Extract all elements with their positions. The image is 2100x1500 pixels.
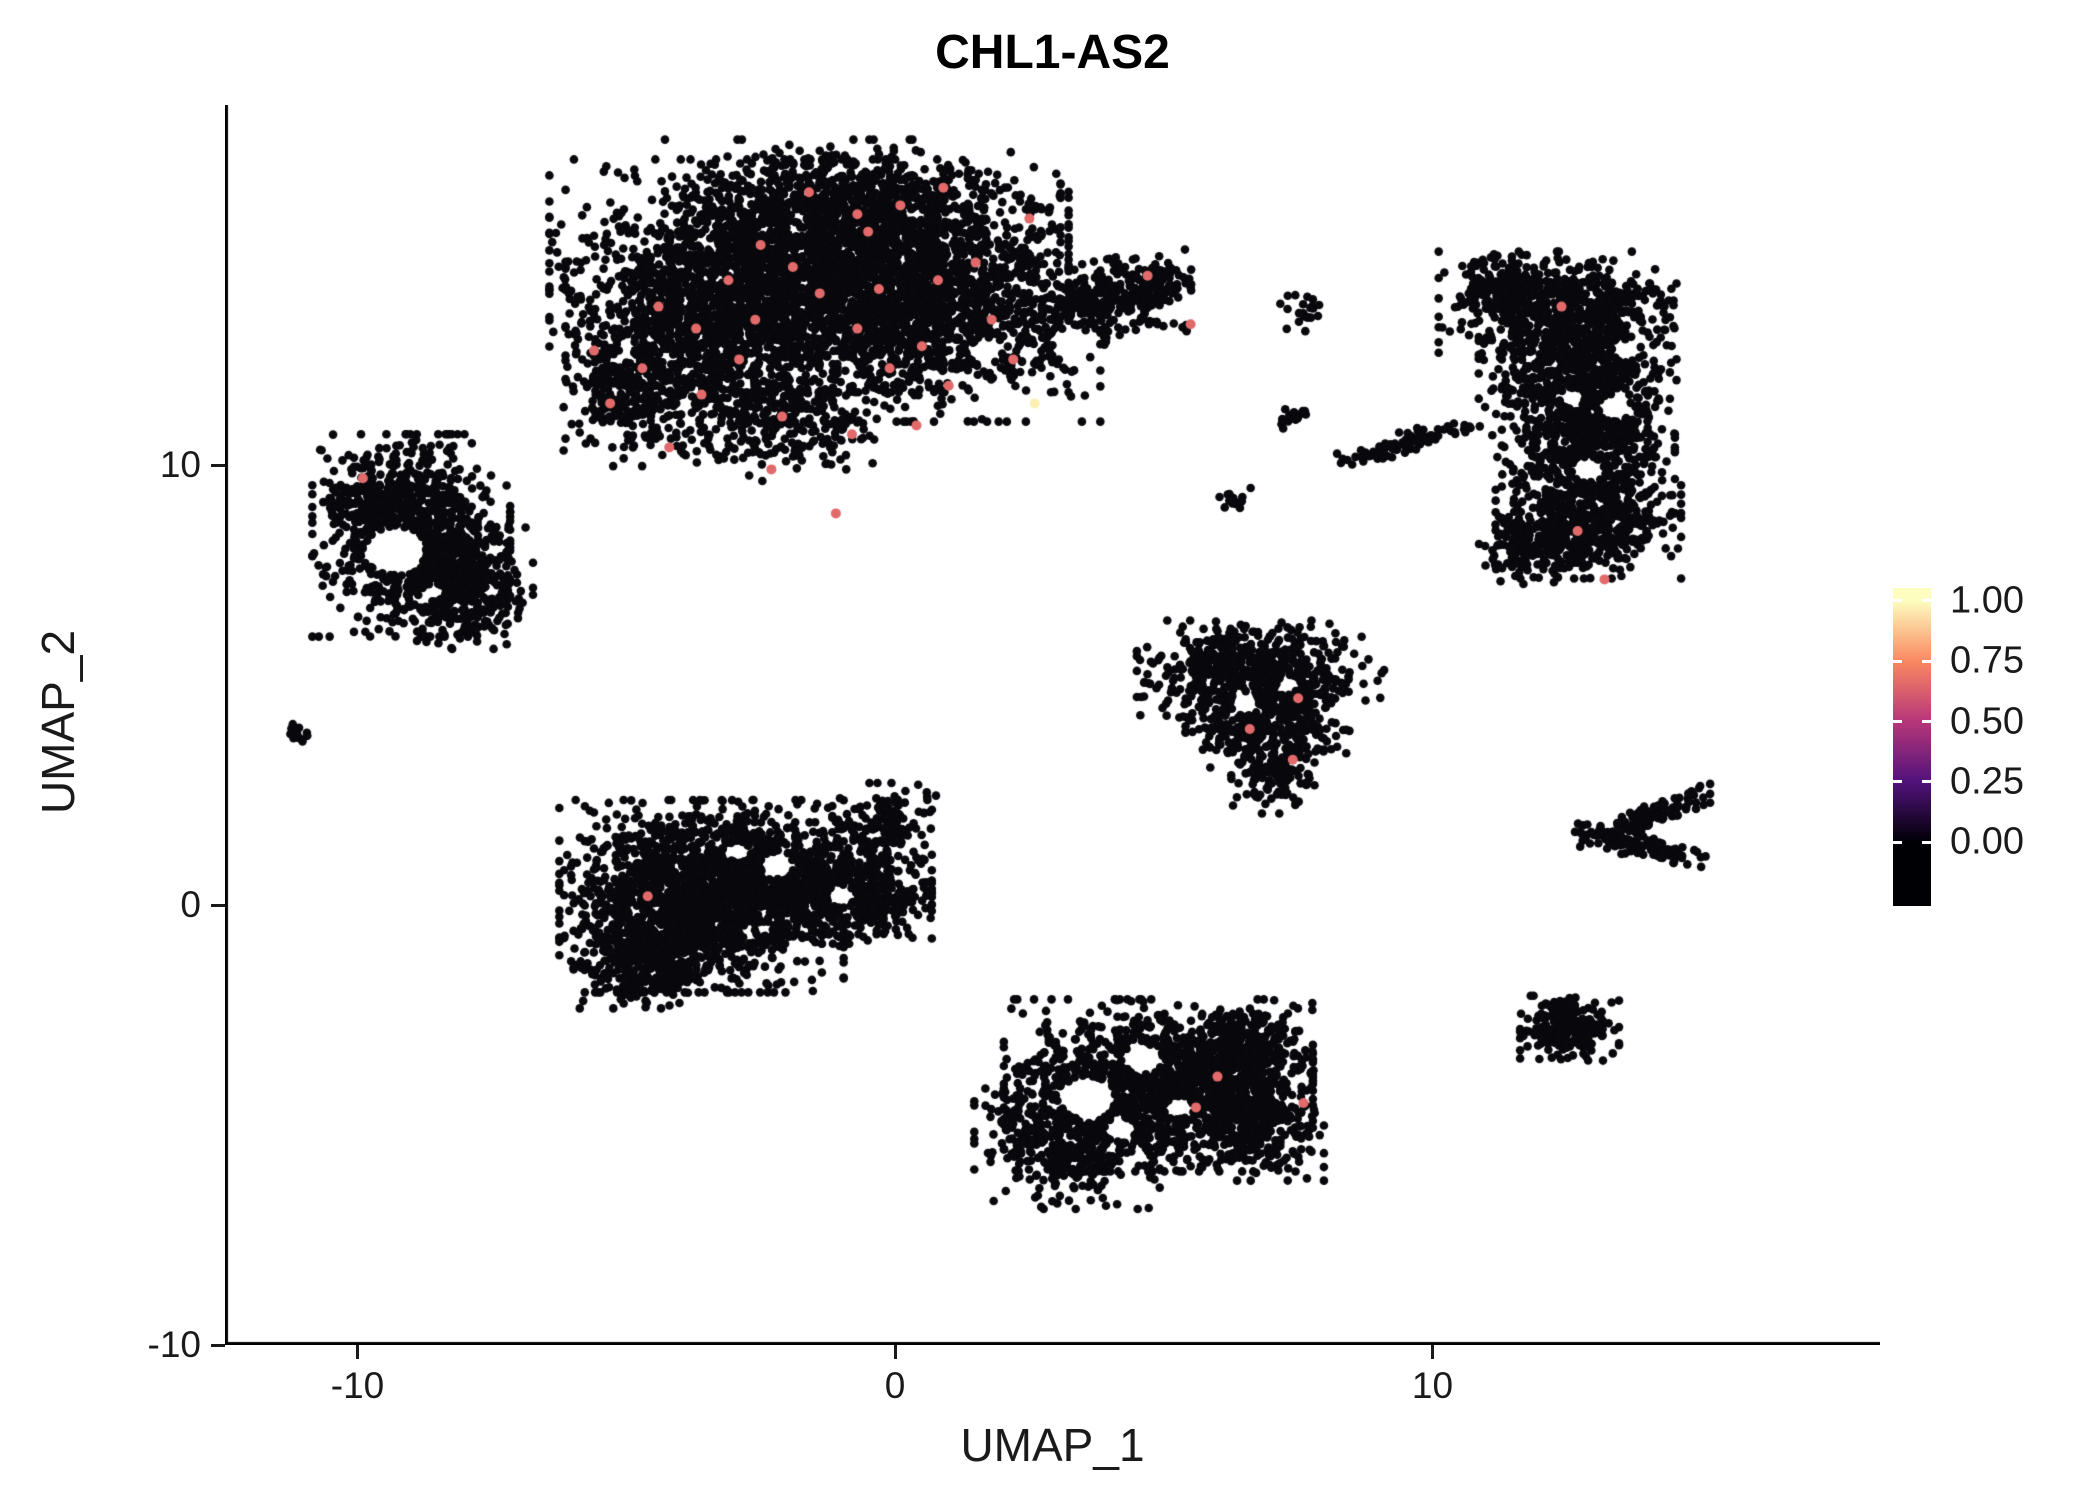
x-tick-mark (1431, 1345, 1434, 1359)
x-tick-label: 0 (884, 1365, 906, 1406)
x-tick-mark (356, 1345, 359, 1359)
y-tick-label: -10 (147, 1324, 201, 1365)
colorbar-tick-mark (1922, 780, 1931, 784)
colorbar-tick-mark (1893, 780, 1902, 784)
colorbar-labels: 1.00 0.75 0.50 0.25 0.00 (1950, 579, 2090, 906)
y-tick-mark (211, 1343, 225, 1347)
colorbar-tick-mark (1922, 599, 1931, 603)
colorbar-tick-label: 0.50 (1950, 700, 2024, 743)
colorbar-tick-mark (1893, 599, 1902, 603)
colorbar-tick-label: 0.00 (1950, 820, 2024, 863)
colorbar-tick-label: 0.75 (1950, 639, 2024, 682)
y-axis-ticks: 10 0 -10 (0, 105, 225, 1365)
plot-panel (225, 105, 1880, 1345)
colorbar-tick-mark (1893, 720, 1902, 724)
x-tick-label: 10 (1411, 1365, 1454, 1406)
y-tick-mark (211, 903, 225, 907)
y-tick-label: 0 (180, 884, 201, 925)
x-axis-ticks: -10 0 10 (225, 1345, 1880, 1415)
colorbar-tick-mark (1922, 720, 1931, 724)
x-axis-label: UMAP_1 (960, 1419, 1145, 1471)
scatter-canvas (225, 105, 1880, 1345)
colorbar-tick-label: 0.25 (1950, 760, 2024, 803)
plot-title: CHL1-AS2 (935, 26, 1170, 79)
colorbar-tick-mark (1922, 659, 1931, 663)
colorbar-tick-mark (1922, 840, 1931, 844)
x-tick-label: -10 (330, 1365, 385, 1406)
colorbar-tick-label: 1.00 (1950, 579, 2024, 622)
colorbar-gradient (1893, 588, 1931, 906)
y-tick-label: 10 (159, 444, 201, 485)
x-tick-mark (893, 1345, 897, 1359)
colorbar-tick-mark (1893, 659, 1902, 663)
y-tick-mark (211, 463, 225, 467)
colorbar-tick-mark (1893, 840, 1902, 844)
